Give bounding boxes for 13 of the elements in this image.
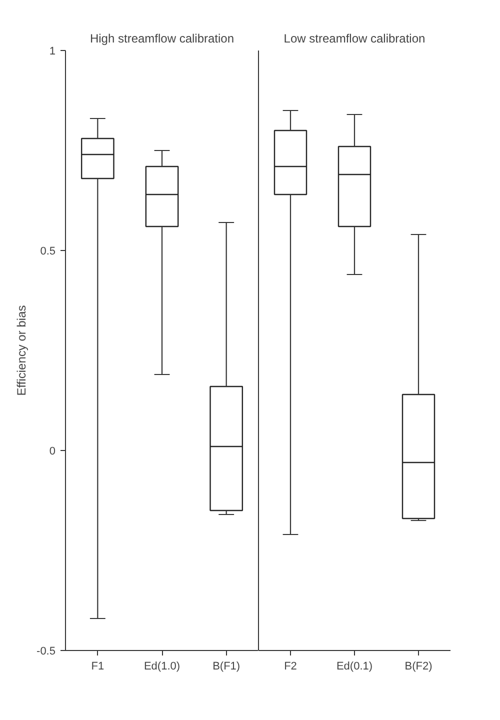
- x-tick-label: B(F1): [212, 660, 240, 672]
- y-tick-label: 0.5: [40, 246, 56, 258]
- x-tick-label: Ed(1.0): [144, 660, 180, 672]
- x-tick-label: F1: [91, 660, 104, 672]
- x-tick-label: F2: [284, 660, 297, 672]
- y-tick-label: -0.5: [36, 646, 56, 658]
- chart-title: Low streamflow calibration: [284, 32, 426, 46]
- y-axis-title: Efficiency or bias: [14, 305, 29, 396]
- y-tick-label: 1: [49, 46, 56, 58]
- x-tick-label: B(F2): [404, 660, 432, 672]
- y-tick-label: 0: [49, 446, 56, 458]
- x-tick-label: Ed(0.1): [336, 660, 373, 672]
- chart-title: High streamflow calibration: [90, 32, 234, 46]
